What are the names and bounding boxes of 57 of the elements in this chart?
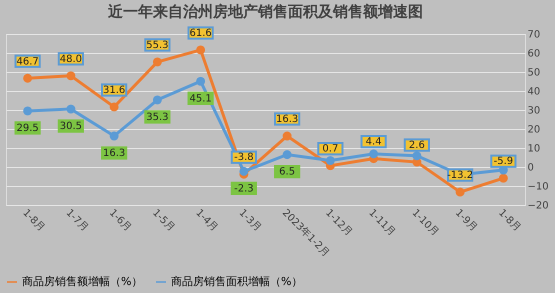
point xyxy=(498,174,508,183)
y-tick-label: −20 xyxy=(528,200,549,212)
y-tick-label: 30 xyxy=(528,106,540,116)
data-label: 16.3 xyxy=(276,114,298,126)
data-label: 55.3 xyxy=(146,40,169,51)
data-label: 0.7 xyxy=(322,144,338,155)
data-label: 4.4 xyxy=(366,136,382,148)
point xyxy=(66,71,76,80)
point xyxy=(282,132,292,140)
y-tick-label: 10 xyxy=(528,144,540,154)
data-label: 31.6 xyxy=(102,84,126,96)
data-label: 2.6 xyxy=(408,140,425,152)
point xyxy=(456,188,465,197)
y-tick-label: 40 xyxy=(528,86,540,98)
x-tick-label: 1-8月 xyxy=(496,208,523,234)
data-label: -5.9 xyxy=(494,156,514,168)
legend-label: 商品房销售额增幅（%） xyxy=(22,275,142,288)
data-label: 30.5 xyxy=(60,121,82,132)
point xyxy=(152,95,162,104)
chart-title: 近一年来自治州房地产销售面积及销售额增速图 xyxy=(107,2,423,20)
x-tick-label: 1-4月 xyxy=(193,208,220,234)
x-tick-label: 1-3月 xyxy=(236,208,264,234)
data-label: 29.5 xyxy=(16,122,39,134)
y-tick-label: 50 xyxy=(528,68,540,78)
point xyxy=(412,151,422,160)
x-tick-label: 1-5月 xyxy=(150,208,177,234)
y-tick-label: 70 xyxy=(528,30,540,40)
data-label: 48.0 xyxy=(60,54,82,65)
y-tick-label: 60 xyxy=(528,48,540,60)
data-label: 46.7 xyxy=(16,56,39,68)
data-label: 61.6 xyxy=(189,28,212,39)
point xyxy=(196,45,206,54)
point xyxy=(282,150,292,160)
legend-label: 商品房销售面积增幅（%） xyxy=(171,275,302,288)
y-tick-label: 0 xyxy=(528,162,534,174)
x-tick-label: 1-9月 xyxy=(452,208,480,234)
point xyxy=(326,156,335,166)
point xyxy=(66,104,76,114)
y-tick-label: −10 xyxy=(528,182,549,192)
point xyxy=(196,76,206,86)
point xyxy=(23,74,32,83)
point xyxy=(239,166,248,176)
data-label: -3.8 xyxy=(234,152,254,164)
data-label: 16.3 xyxy=(102,148,126,160)
x-tick-label: 1-6月 xyxy=(106,208,134,234)
y-tick-label: 20 xyxy=(528,124,540,136)
data-label: -2.3 xyxy=(234,183,254,194)
point xyxy=(110,132,119,140)
data-label: 45.1 xyxy=(189,93,212,104)
point xyxy=(152,57,162,66)
point xyxy=(110,102,119,112)
point xyxy=(369,149,378,158)
data-label: 35.3 xyxy=(146,112,169,123)
point xyxy=(23,106,32,116)
data-label: 6.5 xyxy=(279,166,296,178)
x-tick-label: 1-8月 xyxy=(20,208,47,234)
x-tick-label: 1-7月 xyxy=(64,208,90,234)
